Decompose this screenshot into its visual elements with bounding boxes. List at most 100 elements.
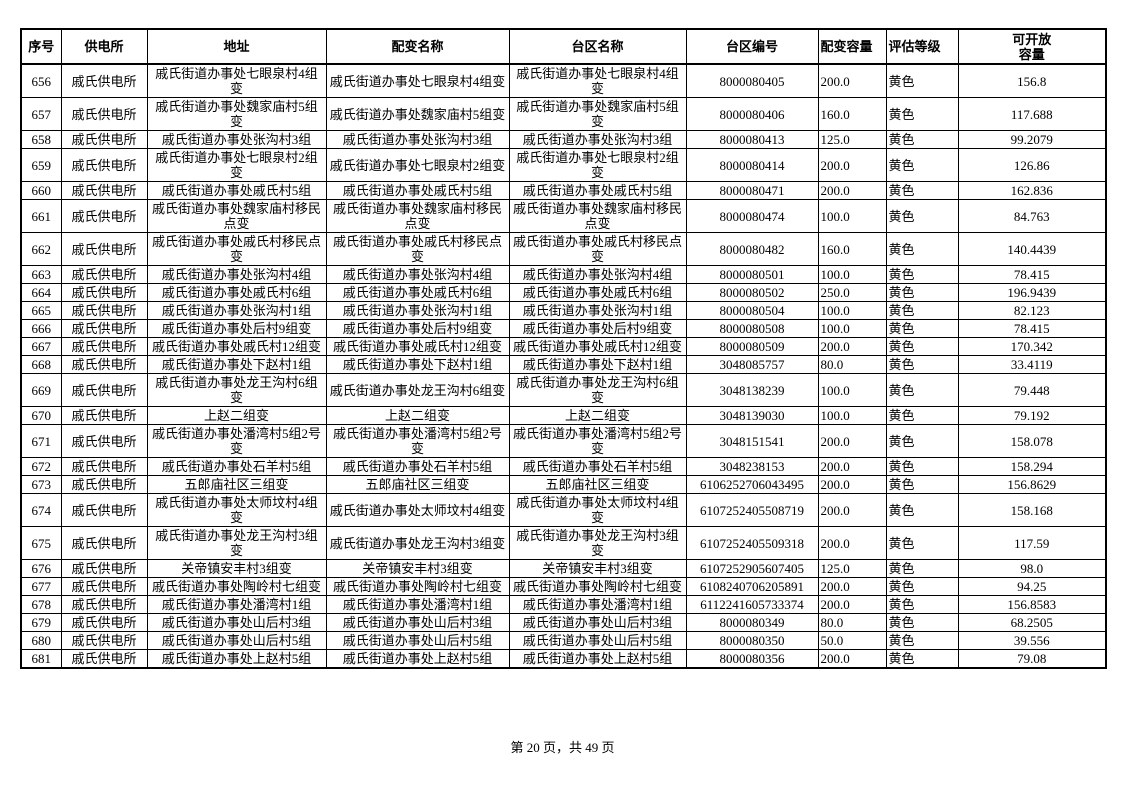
table-row: 679 戚氏供电所 戚氏街道办事处山后村3组 戚氏街道办事处山后村3组 戚氏街道办事处山… — [20, 613, 1107, 632]
table-cell: 158.078 — [957, 424, 1107, 458]
table-cell: 125.0 — [817, 130, 887, 149]
table-cell: 戚氏街道办事处戚氏村移民点变 — [146, 232, 327, 266]
table-cell: 8000080405 — [685, 63, 819, 98]
table-cell: 100.0 — [817, 301, 887, 320]
table-cell: 黄色 — [885, 526, 959, 560]
table-cell: 78.415 — [957, 319, 1107, 338]
table-cell: 200.0 — [817, 493, 887, 527]
table-cell: 戚氏供电所 — [60, 97, 148, 131]
table-cell: 8000080509 — [685, 337, 819, 356]
table-cell: 戚氏街道办事处戚氏村移民点变 — [325, 232, 510, 266]
table-cell: 戚氏街道办事处戚氏村12组变 — [508, 337, 687, 356]
power-capacity-table: 序号 供电所 地址 配变名称 台区名称 台区编号 配变容量 评估等级 可开放 容… — [20, 28, 1107, 669]
table-cell: 戚氏街道办事处七眼泉村2组变 — [146, 148, 327, 182]
table-cell: 黄色 — [885, 199, 959, 233]
table-cell: 戚氏街道办事处太师坟村4组变 — [146, 493, 327, 527]
table-cell: 戚氏街道办事处魏家庙村5组变 — [508, 97, 687, 131]
table-row: 671 戚氏供电所 戚氏街道办事处潘湾村5组2号变 戚氏街道办事处潘湾村5组2号变 戚氏… — [20, 424, 1107, 458]
table-cell: 79.448 — [957, 373, 1107, 407]
table-cell: 戚氏街道办事处下赵村1组 — [325, 355, 510, 374]
table-cell: 戚氏街道办事处张沟村4组 — [508, 265, 687, 284]
table-cell: 黄色 — [885, 559, 959, 578]
table-cell: 上赵二组变 — [146, 406, 327, 425]
table-cell: 戚氏街道办事处太师坟村4组变 — [325, 493, 510, 527]
table-row: 668 戚氏供电所 戚氏街道办事处下赵村1组 戚氏街道办事处下赵村1组 戚氏街道办事处下… — [20, 355, 1107, 374]
table-cell: 6106252706043495 — [685, 475, 819, 494]
table-cell: 672 — [20, 457, 62, 476]
table-cell: 3048151541 — [685, 424, 819, 458]
table-cell: 125.0 — [817, 559, 887, 578]
table-cell: 戚氏供电所 — [60, 148, 148, 182]
table-cell: 戚氏供电所 — [60, 457, 148, 476]
table-cell: 679 — [20, 613, 62, 632]
table-cell: 戚氏街道办事处山后村5组 — [146, 631, 327, 650]
table-cell: 黄色 — [885, 424, 959, 458]
table-row: 674 戚氏供电所 戚氏街道办事处太师坟村4组变 戚氏街道办事处太师坟村4组变 戚氏街道… — [20, 493, 1107, 527]
table-cell: 戚氏街道办事处潘湾村1组 — [146, 595, 327, 614]
table-cell: 660 — [20, 181, 62, 200]
table-cell: 戚氏供电所 — [60, 424, 148, 458]
table-cell: 戚氏供电所 — [60, 265, 148, 284]
table-cell: 戚氏街道办事处七眼泉村4组变 — [146, 63, 327, 98]
table-cell: 140.4439 — [957, 232, 1107, 266]
table-cell: 671 — [20, 424, 62, 458]
table-cell: 黄色 — [885, 130, 959, 149]
table-cell: 79.192 — [957, 406, 1107, 425]
table-cell: 五郎庙社区三组变 — [146, 475, 327, 494]
table-cell: 戚氏街道办事处龙王沟村6组变 — [146, 373, 327, 407]
table-cell: 戚氏供电所 — [60, 319, 148, 338]
table-cell: 戚氏街道办事处上赵村5组 — [325, 649, 510, 669]
table-cell: 200.0 — [817, 148, 887, 182]
table-cell: 戚氏供电所 — [60, 475, 148, 494]
table-cell: 200.0 — [817, 475, 887, 494]
table-cell: 戚氏街道办事处陶岭村七组变 — [508, 577, 687, 596]
table-cell: 33.4119 — [957, 355, 1107, 374]
header-station-area-code: 台区编号 — [685, 28, 819, 65]
table-cell: 黄色 — [885, 373, 959, 407]
table-cell: 200.0 — [817, 526, 887, 560]
table-cell: 戚氏供电所 — [60, 181, 148, 200]
table-cell: 戚氏供电所 — [60, 373, 148, 407]
table-cell: 78.415 — [957, 265, 1107, 284]
table-cell: 117.688 — [957, 97, 1107, 131]
table-cell: 戚氏街道办事处后村9组变 — [146, 319, 327, 338]
table-cell: 戚氏供电所 — [60, 355, 148, 374]
table-cell: 250.0 — [817, 283, 887, 302]
table-cell: 戚氏街道办事处下赵村1组 — [508, 355, 687, 374]
table-cell: 100.0 — [817, 265, 887, 284]
table-cell: 戚氏街道办事处张沟村3组 — [325, 130, 510, 149]
table-cell: 黄色 — [885, 475, 959, 494]
table-cell: 663 — [20, 265, 62, 284]
table-cell: 戚氏街道办事处山后村5组 — [508, 631, 687, 650]
table-cell: 68.2505 — [957, 613, 1107, 632]
table-cell: 戚氏供电所 — [60, 301, 148, 320]
table-cell: 8000080471 — [685, 181, 819, 200]
table-cell: 黄色 — [885, 265, 959, 284]
table-row: 665 戚氏供电所 戚氏街道办事处张沟村1组 戚氏街道办事处张沟村1组 戚氏街道办事处张… — [20, 301, 1107, 320]
table-row: 681 戚氏供电所 戚氏街道办事处上赵村5组 戚氏街道办事处上赵村5组 戚氏街道办事处上… — [20, 649, 1107, 669]
table-header-row: 序号 供电所 地址 配变名称 台区名称 台区编号 配变容量 评估等级 可开放 容… — [20, 28, 1107, 65]
table-cell: 戚氏街道办事处潘湾村1组 — [508, 595, 687, 614]
table-cell: 戚氏街道办事处张沟村3组 — [508, 130, 687, 149]
table-cell: 100.0 — [817, 319, 887, 338]
table-cell: 黄色 — [885, 493, 959, 527]
table-row: 661 戚氏供电所 戚氏街道办事处魏家庙村移民点变 戚氏街道办事处魏家庙村移民点变 戚氏… — [20, 199, 1107, 233]
table-row: 675 戚氏供电所 戚氏街道办事处龙王沟村3组变 戚氏街道办事处龙王沟村3组变 戚氏街道… — [20, 526, 1107, 560]
header-evaluation-grade: 评估等级 — [885, 28, 959, 65]
table-cell: 668 — [20, 355, 62, 374]
table-cell: 658 — [20, 130, 62, 149]
table-cell: 8000080504 — [685, 301, 819, 320]
table-row: 656 戚氏供电所 戚氏街道办事处七眼泉村4组变 戚氏街道办事处七眼泉村4组变 戚氏街道… — [20, 63, 1107, 98]
table-cell: 80.0 — [817, 613, 887, 632]
table-cell: 黄色 — [885, 181, 959, 200]
table-cell: 8000080406 — [685, 97, 819, 131]
table-row: 659 戚氏供电所 戚氏街道办事处七眼泉村2组变 戚氏街道办事处七眼泉村2组变 戚氏街道… — [20, 148, 1107, 182]
table-cell: 戚氏供电所 — [60, 493, 148, 527]
header-transformer-capacity: 配变容量 — [817, 28, 887, 65]
table-cell: 戚氏街道办事处后村9组变 — [508, 319, 687, 338]
table-cell: 670 — [20, 406, 62, 425]
table-cell: 戚氏供电所 — [60, 577, 148, 596]
table-cell: 关帝镇安丰村3组变 — [146, 559, 327, 578]
table-cell: 戚氏街道办事处魏家庙村移民点变 — [325, 199, 510, 233]
table-cell: 戚氏供电所 — [60, 613, 148, 632]
